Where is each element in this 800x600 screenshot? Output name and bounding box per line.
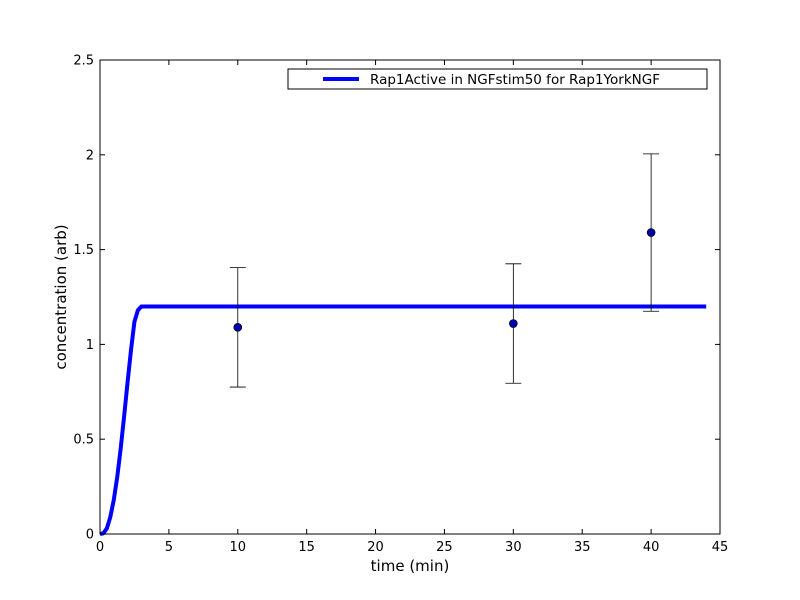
legend-entry-label: Rap1Active in NGFstim50 for Rap1YorkNGF [370, 72, 660, 88]
data-point [509, 319, 518, 328]
x-tick-label: 30 [505, 540, 522, 555]
series-layer [99, 153, 707, 536]
x-tick-label: 20 [367, 540, 384, 555]
x-tick-label: 10 [230, 540, 247, 555]
y-tick-label: 0.5 [73, 433, 94, 448]
x-tick-label: 15 [298, 540, 315, 555]
y-axis-ticks: 0 0.5 1 1.5 2 2.5 [73, 54, 720, 543]
data-point [646, 228, 656, 237]
y-tick-label: 1.5 [73, 243, 94, 258]
x-axis-ticks: 0 5 10 15 20 25 30 35 40 45 [96, 60, 728, 555]
y-axis-label: concentration (arb) [52, 224, 70, 369]
y-tick-label: 1 [86, 338, 94, 353]
x-axis-label: time (min) [371, 557, 450, 575]
x-tick-label: 25 [436, 540, 453, 555]
series-line-rap1active [99, 304, 707, 536]
y-tick-label: 2 [86, 148, 94, 163]
plot-frame [99, 59, 721, 535]
data-point [233, 323, 243, 332]
x-tick-label: 0 [96, 540, 104, 555]
x-tick-label: 40 [643, 540, 660, 555]
x-tick-label: 35 [574, 540, 591, 555]
x-tick-label: 45 [712, 540, 729, 555]
y-tick-label: 0 [86, 528, 94, 543]
y-tick-label: 2.5 [73, 54, 94, 69]
legend: Rap1Active in NGFstim50 for Rap1YorkNGF [287, 68, 708, 90]
legend-box [287, 68, 708, 90]
x-tick-label: 5 [165, 540, 173, 555]
